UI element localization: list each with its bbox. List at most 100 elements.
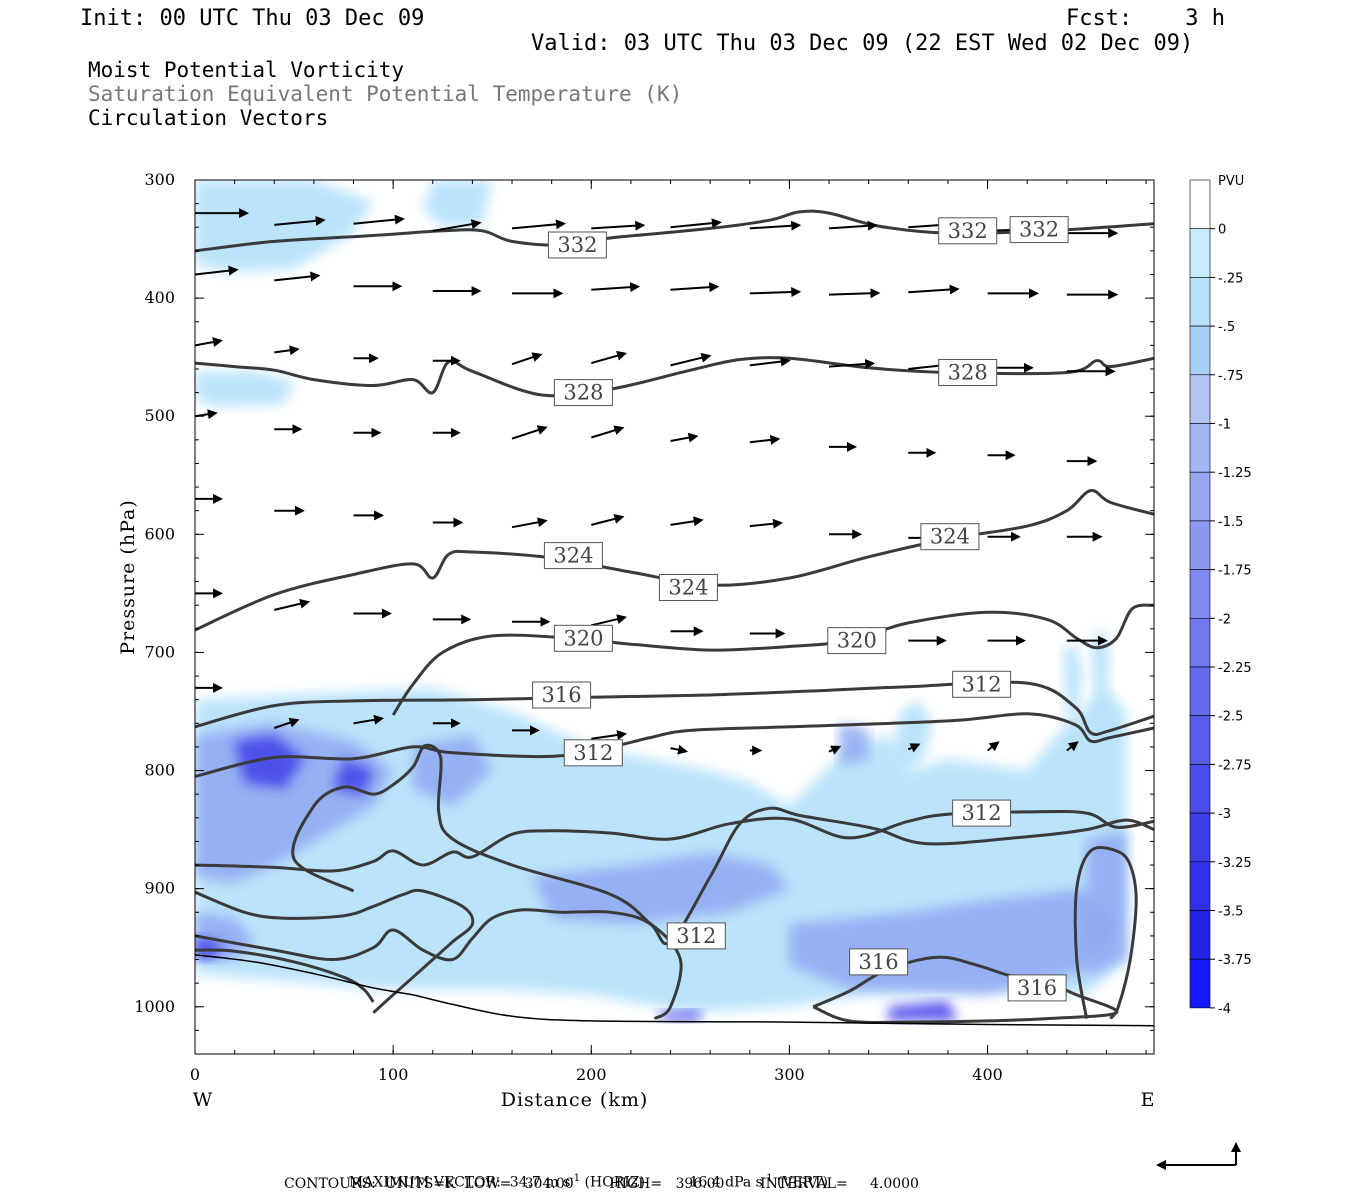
- wind-vector: [986, 741, 1000, 752]
- wind-vector: [274, 345, 300, 356]
- colorbar-label: -1: [1218, 418, 1231, 433]
- contour-label-text: 332: [1019, 218, 1059, 242]
- horiz-unit: (HORIZ): [584, 1174, 645, 1191]
- contour-label-text: 316: [1017, 976, 1057, 1000]
- contour-labels: 332 332 332 328 328 324 324 324 320 320 316 316 316 3…: [532, 216, 1069, 1002]
- wind-vector: [1066, 741, 1079, 752]
- contour-label-text: 324: [668, 576, 708, 600]
- contours-info: CONTOURS: UNITS=K LOW= 304.00 HIGH= 396.…: [284, 1176, 919, 1192]
- colorbar-label: -.25: [1218, 271, 1243, 286]
- wind-vector: [591, 730, 628, 740]
- wind-vector: [195, 409, 218, 420]
- init-label: Init: 00 UTC Thu 03 Dec 09: [80, 6, 425, 31]
- wind-vector: [670, 218, 722, 229]
- colorbar-label: -2.5: [1218, 710, 1243, 725]
- contour-label-332: 332: [1009, 216, 1069, 244]
- wind-vector: [273, 717, 300, 729]
- wind-vector: [828, 745, 842, 755]
- colorbar-bin: [1189, 666, 1211, 717]
- x-tick-label: 0: [190, 1065, 200, 1084]
- contour-label-316: 316: [1007, 974, 1067, 1002]
- colorbar-bin: [1189, 569, 1211, 619]
- contour-312: [1073, 845, 1138, 1020]
- terrain-surface: [195, 954, 1154, 1027]
- wind-vector: [749, 287, 802, 298]
- wind-vector: [907, 743, 921, 753]
- wind-vector: [353, 714, 385, 725]
- wind-vector: [591, 514, 625, 526]
- pv-region-mid: [1086, 829, 1127, 978]
- contour-label-324: 324: [920, 523, 980, 551]
- pv-shading-layer: [195, 180, 1127, 1021]
- contour-312: [195, 712, 1154, 778]
- colorbar-bin: [1189, 423, 1211, 473]
- east-label: E: [1141, 1089, 1156, 1111]
- colorbar-bin: [1189, 520, 1211, 570]
- contour-316: [195, 680, 1154, 736]
- colorbar-bin: [1189, 861, 1211, 911]
- colorbar-label: -.75: [1218, 369, 1243, 384]
- colorbar-bin: [1189, 374, 1211, 424]
- colorbar-label: -2.25: [1218, 661, 1252, 676]
- y-tick-label: 600: [144, 524, 175, 543]
- wind-vector: [828, 220, 878, 231]
- contour-label-312: 312: [666, 922, 726, 950]
- contour-label-text: 312: [573, 741, 613, 765]
- colorbar-bin: [1189, 325, 1211, 376]
- pv-region-mid: [839, 723, 869, 765]
- vert-max-value: 16.4 dPa s: [689, 1174, 763, 1191]
- wind-vector: [591, 425, 625, 439]
- y-tick-label: 700: [144, 642, 175, 661]
- reference-vector: [1156, 1142, 1241, 1170]
- wind-vector: [195, 265, 239, 276]
- colorbar-label: 0: [1218, 223, 1226, 238]
- wind-vector: [749, 356, 791, 367]
- pv-region-dark: [195, 935, 225, 960]
- contour-label-text: 312: [962, 801, 1002, 825]
- contour-label-text: 320: [837, 629, 877, 653]
- wind-vector: [511, 352, 543, 366]
- pv-region-mid: [531, 853, 790, 925]
- colorbar-bin: [1189, 179, 1211, 230]
- wind-vector: [828, 288, 881, 299]
- title-pv: Moist Potential Vorticity: [88, 58, 405, 82]
- contour-label-text: 324: [553, 544, 593, 568]
- x-axis-label: Distance (km): [501, 1089, 649, 1111]
- contour-316: [195, 948, 375, 1003]
- pv-region-dark: [660, 1010, 701, 1021]
- contour-312: [291, 743, 1154, 946]
- colorbar-label: -2: [1218, 612, 1231, 627]
- contour-label-text: 328: [948, 361, 988, 385]
- colorbar-bin: [1189, 764, 1211, 814]
- wind-vector: [274, 215, 326, 226]
- wind-vector: [195, 337, 223, 347]
- contour-label-text: 320: [563, 626, 603, 650]
- colorbar-bin: [1189, 812, 1211, 863]
- wind-vector: [591, 282, 641, 293]
- wind-vector: [591, 614, 628, 627]
- x-tick-label: 300: [774, 1065, 805, 1084]
- colorbar-label: -3.5: [1218, 905, 1243, 920]
- contour-label-text: 316: [542, 683, 582, 707]
- contour-label-text: 312: [962, 672, 1002, 696]
- x-tick-label: 100: [378, 1065, 409, 1084]
- colorbar-label: -1.5: [1218, 515, 1243, 530]
- contour-label-324: 324: [658, 574, 718, 601]
- wind-vector: [670, 282, 720, 293]
- pv-region-light: [195, 180, 374, 273]
- colorbar: PVU 0 -.25 -.5 -.75 -1 -1.25 -1.5 -1.75 -2 -2.25 -2…: [1189, 174, 1252, 1017]
- axes: 300 400 500 600 700 800 900 1000 0 100 200 300 400 Di…: [117, 170, 1156, 1111]
- colorbar-bin: [1189, 910, 1211, 960]
- wind-vector: [670, 516, 704, 527]
- title-vectors: Circulation Vectors: [88, 106, 329, 130]
- contour-328: [195, 356, 1154, 398]
- pv-region-dark: [888, 1000, 958, 1021]
- y-tick-label: 400: [144, 288, 175, 307]
- west-label: W: [193, 1089, 214, 1111]
- wind-vector: [749, 434, 781, 445]
- horiz-exponent: -1: [570, 1173, 581, 1184]
- wind-vector: [828, 358, 876, 369]
- wind-vector: [511, 219, 566, 230]
- contour-label-312: 312: [563, 739, 623, 767]
- contour-label-320: 320: [553, 624, 613, 652]
